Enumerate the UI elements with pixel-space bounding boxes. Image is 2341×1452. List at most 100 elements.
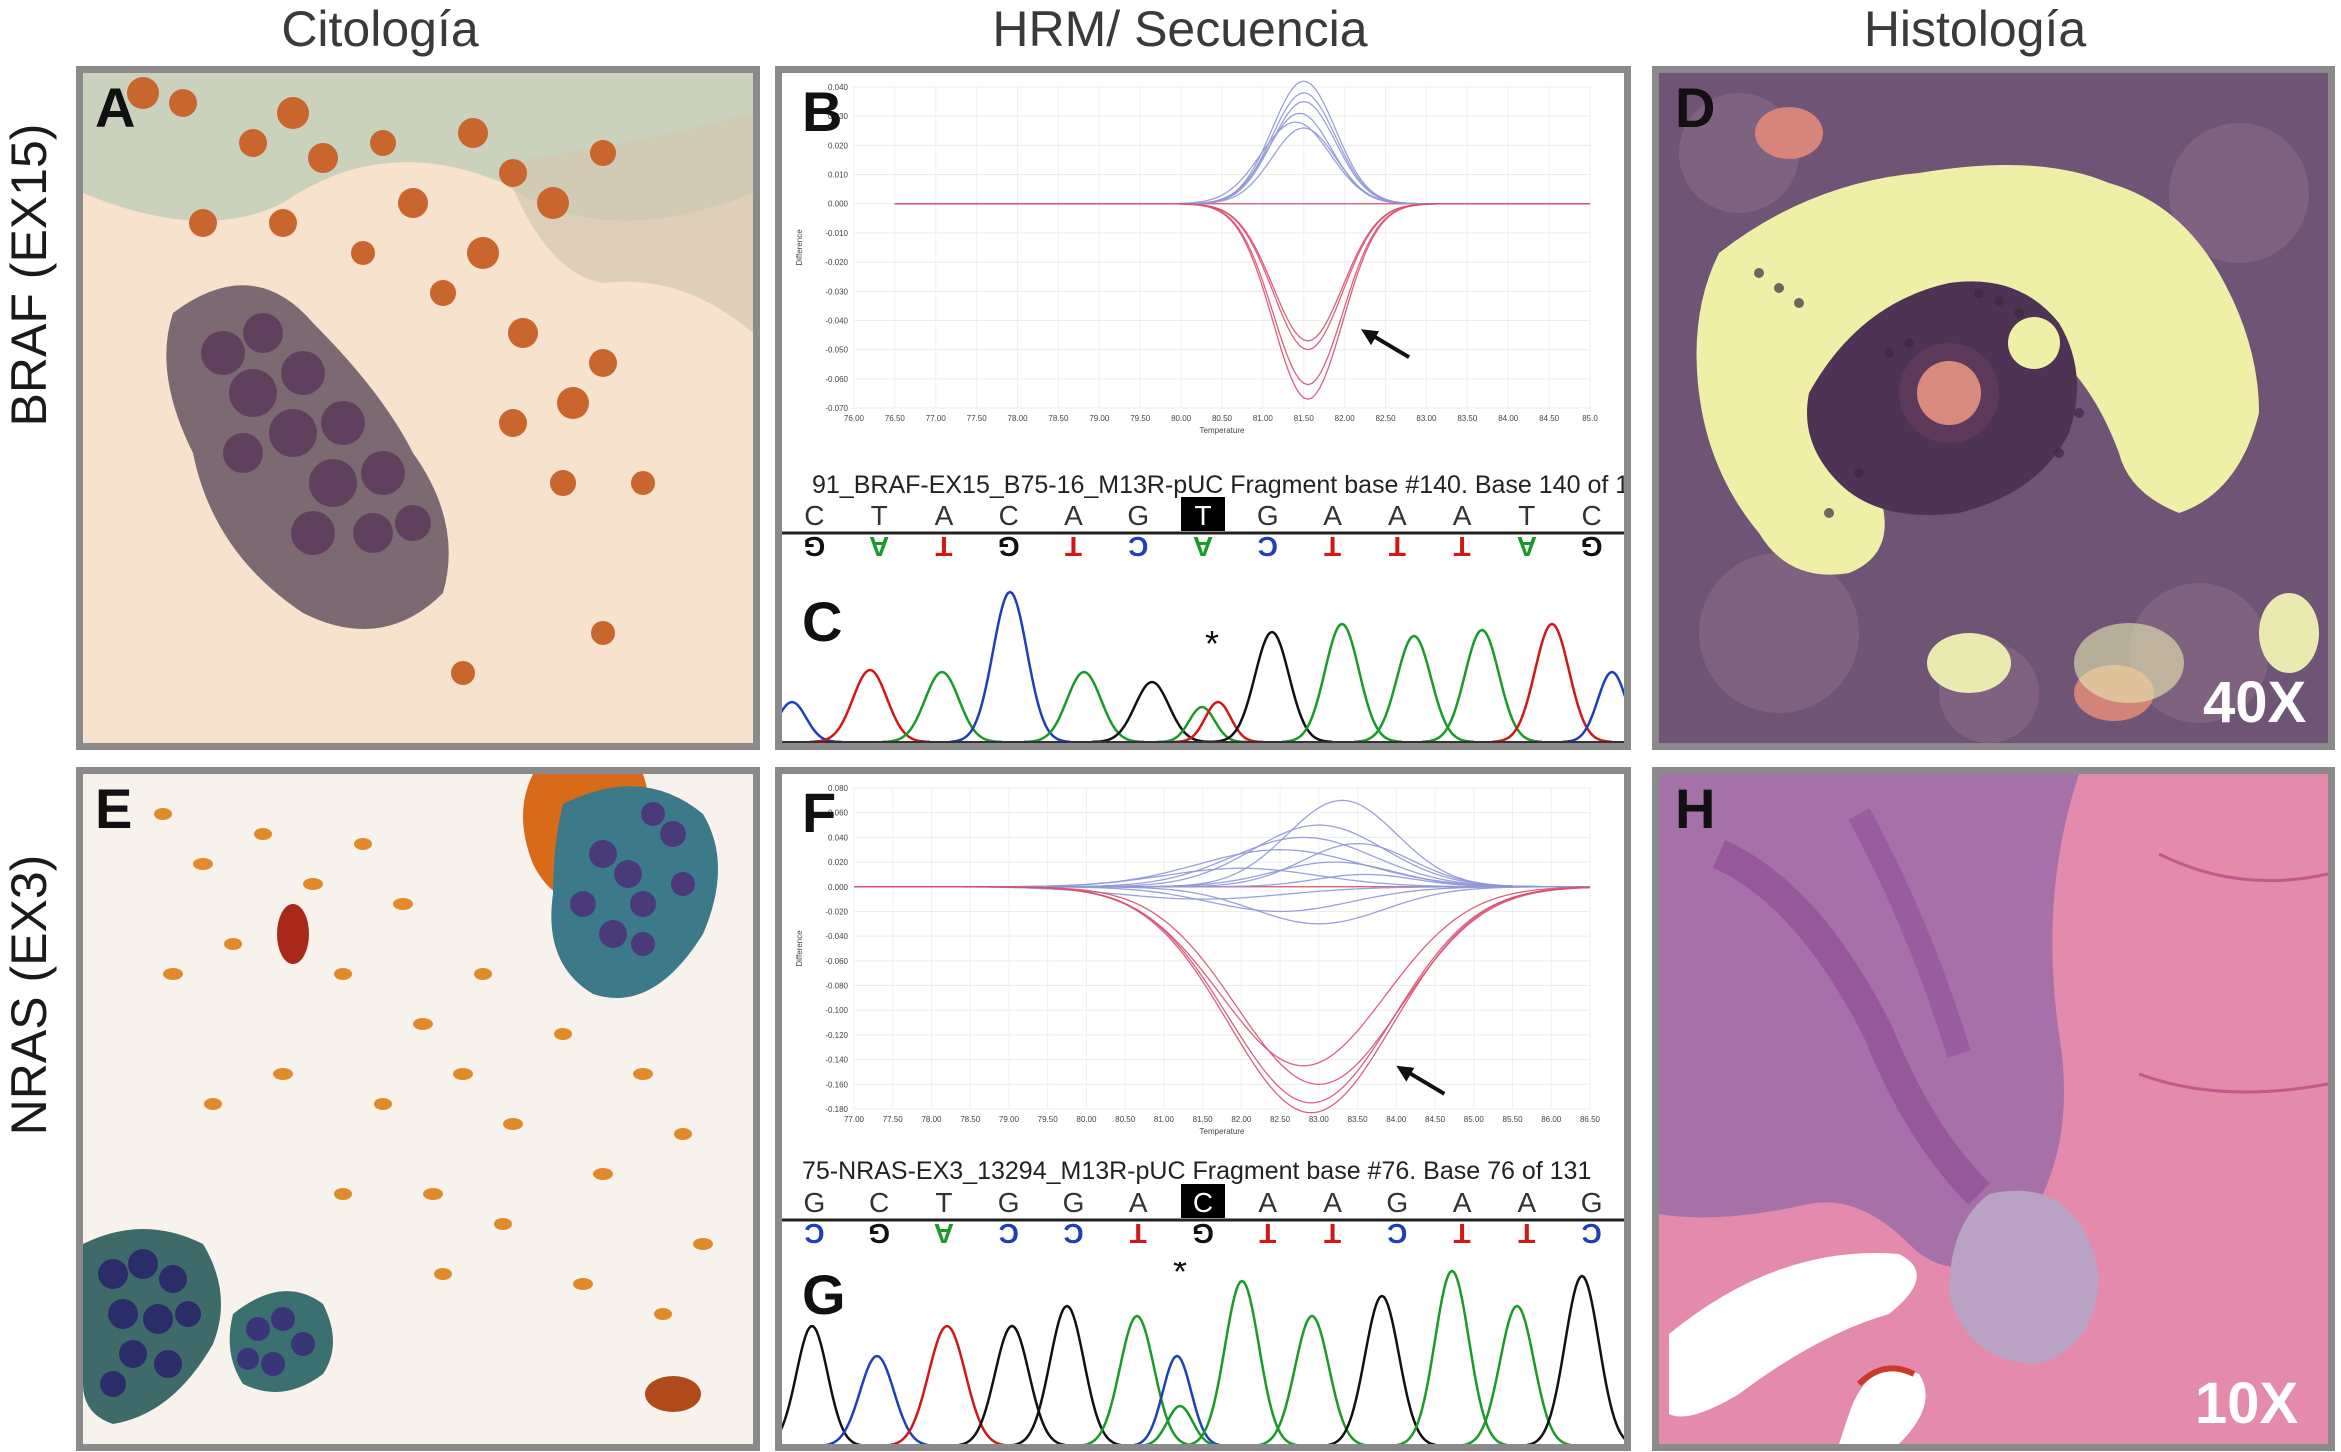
chromatogram-peak-A [1023,670,1145,743]
panel-letter-f: F [802,781,837,844]
sequence-base-top: G [998,1187,1020,1218]
magnification-label-d: 40X [2203,670,2307,735]
magnification-label-h: 10X [2195,1371,2299,1436]
sequence-base-complement: G [998,531,1020,562]
hrm-x-tick-label: 81.50 [1193,1115,1214,1124]
panel-a-cytology-braf: A [76,66,760,750]
sequence-base-top: A [1064,500,1083,531]
chromatogram-peak-C [824,1354,930,1444]
sequence-base-top: C [1581,500,1601,531]
sequence-base-complement: G [803,531,825,562]
sequence-header-nras: 75-NRAS-EX3_13294_M13R-pUC Fragment base… [802,1157,1592,1185]
sequence-base-complement: C [1128,531,1148,562]
hrm-x-tick-label: 84.50 [1539,414,1560,423]
chromatogram-peak-A [1082,1314,1192,1444]
chromatogram-peak-T [1173,700,1263,743]
panel-letter-b: B [802,80,843,143]
cytology-image-a [83,73,753,743]
sequence-base-complement: C [804,1218,824,1249]
chromatogram-peak-G [1011,1304,1123,1444]
highlighted-base-box [1181,1184,1225,1218]
hrm-y-tick-label: -0.050 [825,346,848,355]
chromatogram-peak-A [881,670,1003,743]
sequence-base-complement: C [1387,1218,1407,1249]
sequence-base-complement: A [1193,531,1213,562]
hrm-plot-frame [853,787,1591,1110]
hrm-x-tick-label: 85.0 [1582,414,1598,423]
hrm-x-tick-label: 76.00 [844,414,865,423]
histology-image-h [1659,774,2328,1444]
sequence-base-top: T [1194,500,1211,531]
chromatogram-peak-A [1281,622,1403,743]
hrm-y-tick-label: -0.080 [825,982,848,991]
hrm-x-tick-label: 82.00 [1335,414,1356,423]
sequence-base-complement: T [935,531,952,562]
hrm-y-tick-label: -0.040 [825,932,848,941]
hrm-mutant-curve [894,203,1590,386]
hrm-wildtype-curve [854,824,1590,888]
hrm-y-tick-label: 0.080 [828,784,849,793]
chromatogram-peak-A [1257,1314,1367,1444]
hrm-y-tick-label: 0.020 [828,858,849,867]
sequence-base-complement: T [1324,1218,1341,1249]
sequence-base-complement: G [1192,1218,1214,1249]
hrm-y-tick-label: 0.010 [828,171,849,180]
hrm-x-tick-label: 78.00 [1008,414,1029,423]
hrm-mutant-curve [894,203,1590,342]
hrm-x-tick-label: 78.00 [921,1115,942,1124]
sequence-base-top: A [1129,1187,1148,1218]
hrm-x-tick-label: 85.00 [1464,1115,1485,1124]
hrm-y-tick-label: -0.120 [825,1031,848,1040]
sequence-base-complement: G [1581,531,1603,562]
hrm-y-tick-label: -0.100 [825,1006,848,1015]
chromatogram-peak-A [1421,628,1543,743]
chromatogram-peak-G [1526,1274,1624,1444]
sequence-base-top: A [1323,1187,1342,1218]
sequence-base-top: T [935,1187,952,1218]
sequence-base-top: A [1258,1187,1277,1218]
hrm-x-tick-label: 77.00 [844,1115,865,1124]
hrm-chart-braf: 0.040 0.030 0.020 0.010 0.000 -0.010 -0.020 -0.… [795,80,1598,435]
hrm-x-tick-label: 80.50 [1115,1115,1136,1124]
hrm-y-tick-label: -0.160 [825,1080,848,1089]
hrm-mutant-curve [854,886,1591,1114]
hrm-y-tick-label: 0.030 [828,112,849,121]
hrm-x-tick-label: 83.50 [1348,1115,1369,1124]
column-header-hrm-secuencia: HRM/ Secuencia [992,1,1368,57]
sequence-track-braf: C T A C A G T G A A A T CG A T G T C A C T T T A G [782,497,1624,562]
sequence-base-complement: A [934,1218,954,1249]
hrm-wildtype-curve [894,100,1590,205]
hrm-x-tick-label: 83.50 [1457,414,1478,423]
sequence-base-top: T [871,500,888,531]
hrm-y-tick-label: -0.060 [825,375,848,384]
hrm-x-tick-label: 77.50 [883,1115,904,1124]
hrm-x-tick-label: 77.00 [926,414,947,423]
sequence-base-top: G [1257,500,1279,531]
hrm-x-tick-label: 82.50 [1270,1115,1291,1124]
hrm-x-axis-label: Temperature [1200,1127,1245,1136]
hrm-y-tick-label: 0.040 [828,833,849,842]
sequence-base-complement: T [1518,1218,1535,1249]
sequence-base-top: G [1581,1187,1603,1218]
sequence-base-top: C [869,1187,889,1218]
hrm-y-tick-label: 0.000 [828,200,849,209]
hrm-x-tick-label: 81.00 [1253,414,1274,423]
mutation-asterisk: * [1205,623,1219,664]
chromatogram-peak-G [957,1324,1067,1444]
panel-d-histology-braf: D 40X [1652,66,2335,750]
sequence-base-top: A [1323,500,1342,531]
sequence-base-complement: T [1130,1218,1147,1249]
row-header-nras: NRAS (EX3) [1,854,57,1136]
hrm-y-tick-label: 0.060 [828,809,849,818]
sequence-base-top: A [1518,1187,1537,1218]
hrm-y-tick-label: 0.040 [828,83,849,92]
column-header-citologia: Citología [281,1,479,57]
hrm-x-tick-label: 84.00 [1498,414,1519,423]
chromatogram-peak-A [1157,705,1247,743]
hrm-y-axis-label: Difference [795,229,804,266]
sequence-base-top: G [803,1187,825,1218]
hrm-x-tick-label: 76.50 [885,414,906,423]
hrm-mutant-curve [854,886,1591,1104]
chromatogram-peak-A [1143,1404,1217,1444]
panel-h-histology-nras: H 10X [1652,767,2335,1451]
